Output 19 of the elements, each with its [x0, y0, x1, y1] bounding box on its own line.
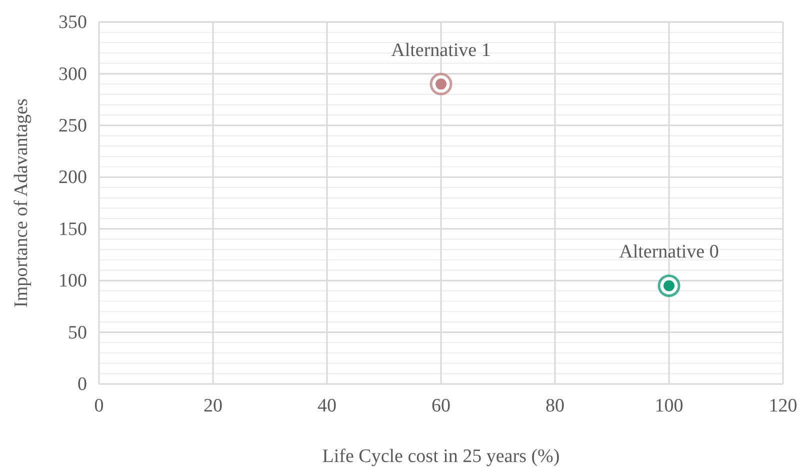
y-tick-label: 0 [78, 374, 87, 396]
y-tick-label: 200 [58, 167, 87, 188]
x-tick-label: 60 [432, 395, 450, 416]
x-tick-label: 40 [318, 395, 336, 416]
y-tick-label: 300 [58, 64, 87, 85]
y-tick-label: 250 [58, 116, 87, 137]
x-tick-label: 80 [546, 395, 564, 416]
x-tick-label: 100 [654, 395, 684, 416]
y-tick-label: 50 [68, 322, 87, 344]
x-tick-label: 120 [768, 395, 798, 416]
y-tick-label: 150 [58, 218, 87, 240]
y-axis-title: Importance of Adavantages [11, 98, 32, 308]
x-tick-label: 20 [204, 395, 222, 416]
series-label: Alternative 0 [619, 242, 719, 263]
y-tick-label: 350 [58, 12, 87, 34]
series-label: Alternative 1 [391, 40, 491, 62]
x-tick-label: 0 [94, 395, 104, 416]
y-tick-label: 100 [58, 270, 87, 292]
x-axis-title: Life Cycle cost in 25 years (%) [322, 446, 560, 467]
